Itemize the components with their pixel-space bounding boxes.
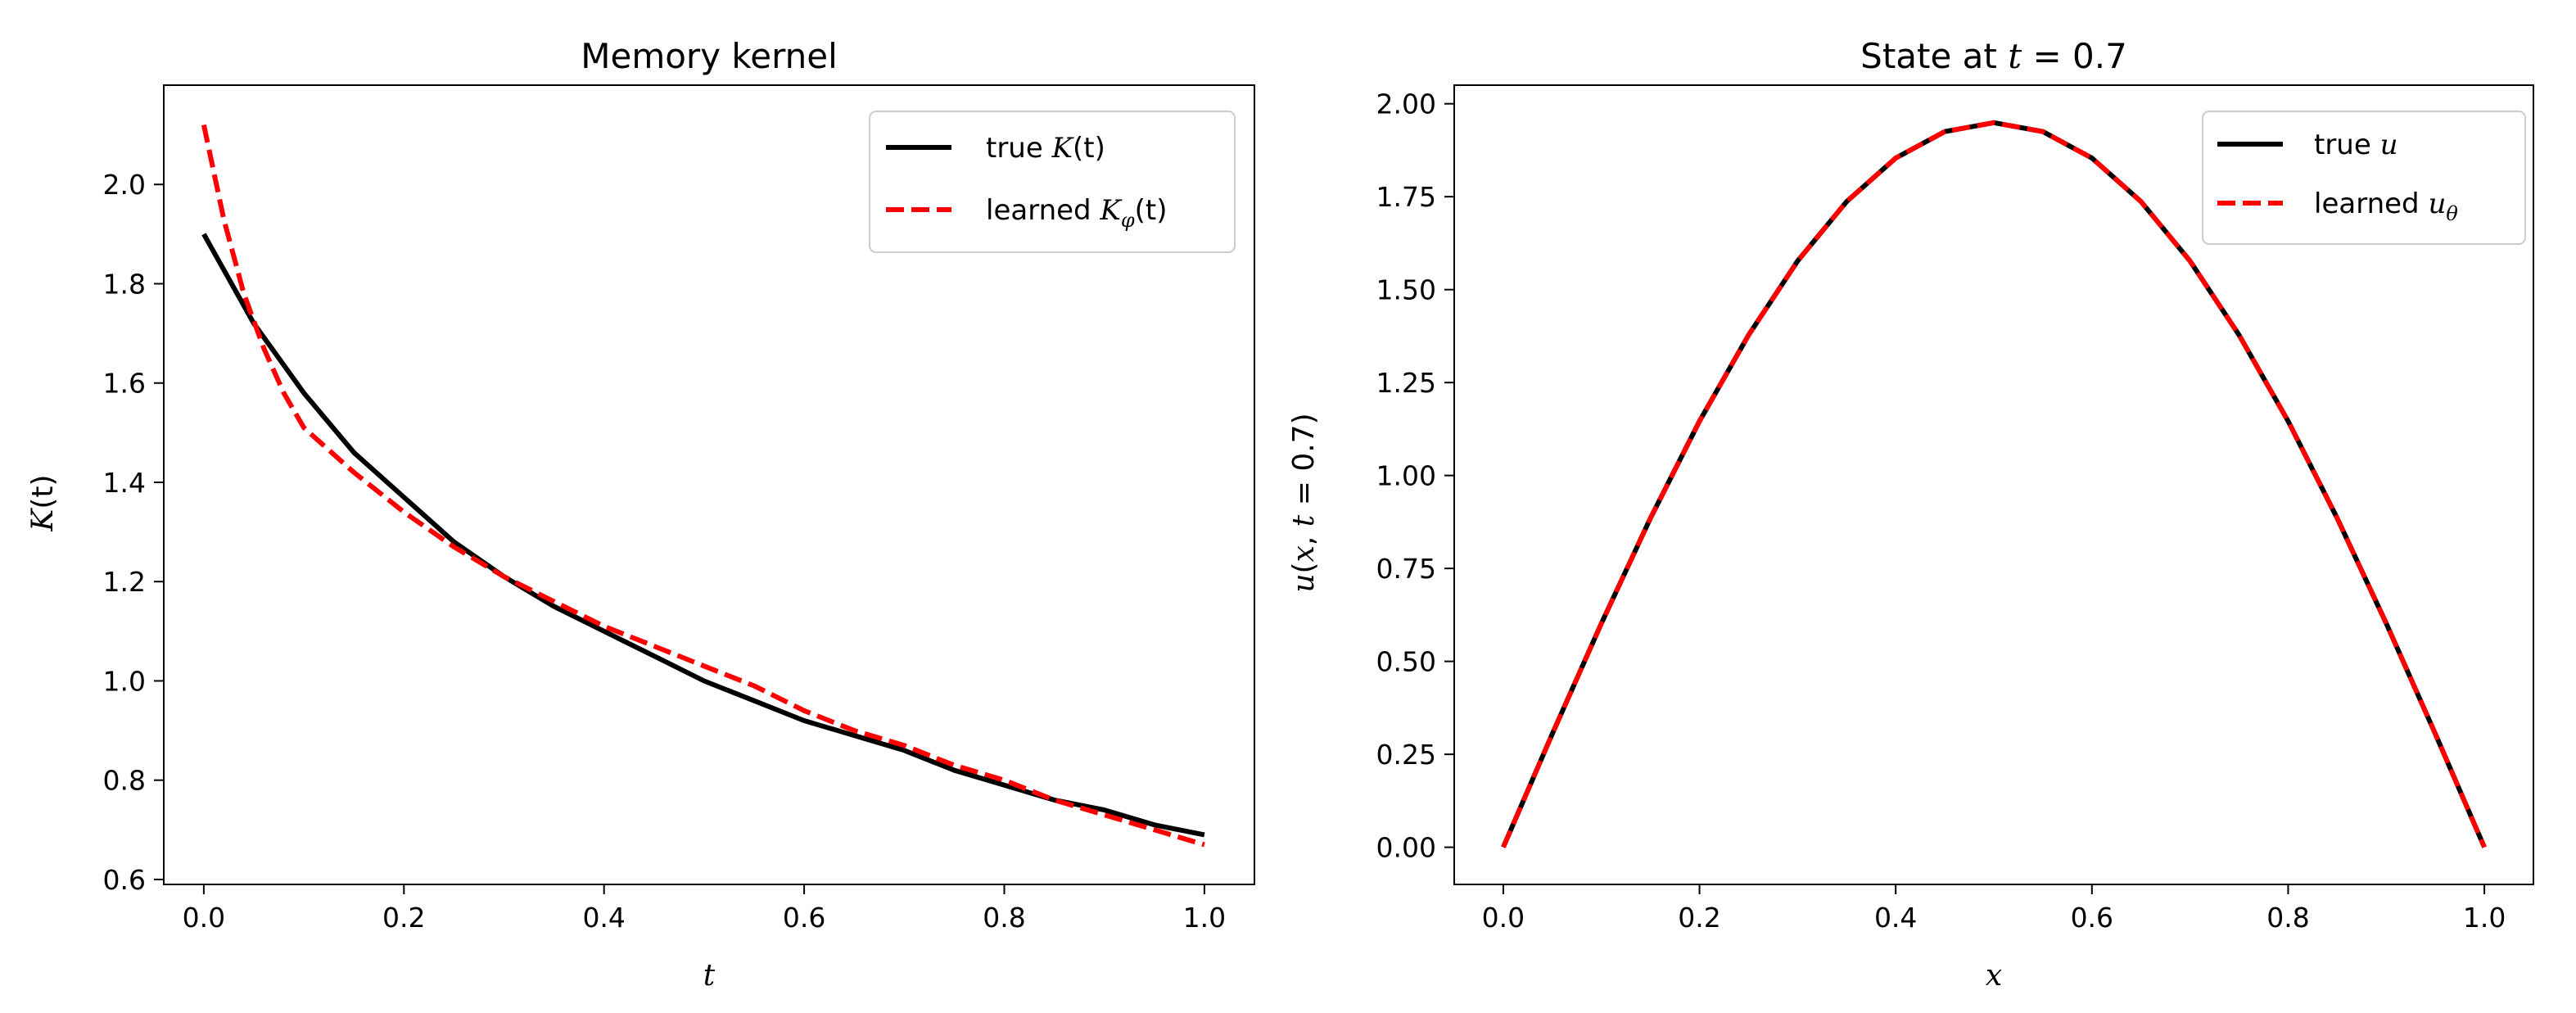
- memory-kernel-ylabel: K(t): [26, 474, 60, 531]
- state-ytick-label: 1.00: [1376, 460, 1436, 492]
- state-legend: true u learned uθ: [2202, 111, 2526, 245]
- memory-kernel-ytick-label: 1.4: [103, 467, 146, 499]
- memory-kernel-xtick-label: 0.6: [783, 902, 825, 934]
- state-xtick-label: 0.4: [1874, 902, 1917, 934]
- legend-learned-u-label: learned uθ: [2314, 188, 2458, 225]
- memory-kernel-xtick-label: 0.0: [183, 902, 225, 934]
- state-ytick-label: 0.00: [1376, 832, 1436, 864]
- state-ytick-label: 1.75: [1376, 181, 1436, 213]
- state-ytick-label: 1.50: [1376, 274, 1436, 306]
- memory-kernel-ytick-label: 0.8: [103, 765, 146, 797]
- memory-kernel-lines: [201, 124, 1205, 848]
- memory-kernel-xtick-label: 0.8: [983, 902, 1025, 934]
- state-xtick-label: 0.0: [1482, 902, 1525, 934]
- state-title: State at t = 0.7: [1860, 36, 2127, 76]
- memory-kernel-learned-line: [201, 124, 1205, 848]
- state-ticks: 0.0 0.2 0.4 0.6 0.8 1.0 0.00 0.25 0.50 0.75 1.00 1.…: [1376, 88, 2506, 934]
- state-ytick-label: 1.25: [1376, 367, 1436, 399]
- state-panel: State at t = 0.7 0.0 0.2 0.4 0.6 0.8 1.00.000…: [1287, 36, 2534, 993]
- memory-kernel-ticks: 0.0 0.2 0.4 0.6 0.8 1.0 0.6 0.8 1.0 1.2 1.4 1.6 1.8 2…: [103, 169, 1227, 934]
- memory-kernel-ytick-label: 1.6: [103, 368, 146, 400]
- memory-kernel-title: Memory kernel: [581, 36, 837, 76]
- memory-kernel-ytick-label: 1.2: [103, 566, 146, 598]
- state-ytick-label: 0.50: [1376, 646, 1436, 678]
- memory-kernel-ytick-label: 1.0: [103, 665, 146, 697]
- memory-kernel-axes-frame: [163, 84, 1255, 885]
- state-ytick-label: 2.00: [1376, 88, 1436, 120]
- memory-kernel-ytick-label: 2.0: [103, 169, 146, 201]
- state-legend-box: [2202, 111, 2526, 245]
- state-axes-frame: [1453, 84, 2534, 885]
- legend-learned-k-label: learned Kφ(t): [986, 194, 1168, 232]
- memory-kernel-ytick-label: 0.6: [103, 864, 146, 896]
- legend-true-u-label: true u: [2314, 129, 2398, 161]
- state-xtick-label: 0.2: [1678, 902, 1720, 934]
- state-lines: [1501, 120, 2487, 848]
- state-xlabel: x: [1986, 959, 2002, 993]
- memory-kernel-panel: Memory kernel 0.0 0.2 0.4 0.6 0.8 1.0 0.6 0.8 1.…: [26, 36, 1255, 993]
- state-learned-line: [1501, 120, 2487, 848]
- state-ytick-label: 0.25: [1376, 739, 1436, 771]
- state-ytick-label: 0.75: [1376, 553, 1436, 585]
- state-xtick-label: 0.6: [2071, 902, 2113, 934]
- memory-kernel-xlabel: t: [703, 959, 716, 993]
- memory-kernel-xtick-label: 0.2: [382, 902, 425, 934]
- memory-kernel-legend-box: [869, 111, 1236, 253]
- legend-true-k-label: true K(t): [986, 132, 1105, 165]
- state-xtick-label: 0.8: [2266, 902, 2309, 934]
- state-xtick-label: 1.0: [2463, 902, 2506, 934]
- memory-kernel-xtick-label: 1.0: [1183, 902, 1226, 934]
- memory-kernel-xtick-label: 0.4: [582, 902, 625, 934]
- memory-kernel-ytick-label: 1.8: [103, 268, 146, 300]
- state-ylabel: u(x, t = 0.7): [1287, 413, 1321, 592]
- memory-kernel-legend: true K(t) learned Kφ(t): [869, 111, 1236, 253]
